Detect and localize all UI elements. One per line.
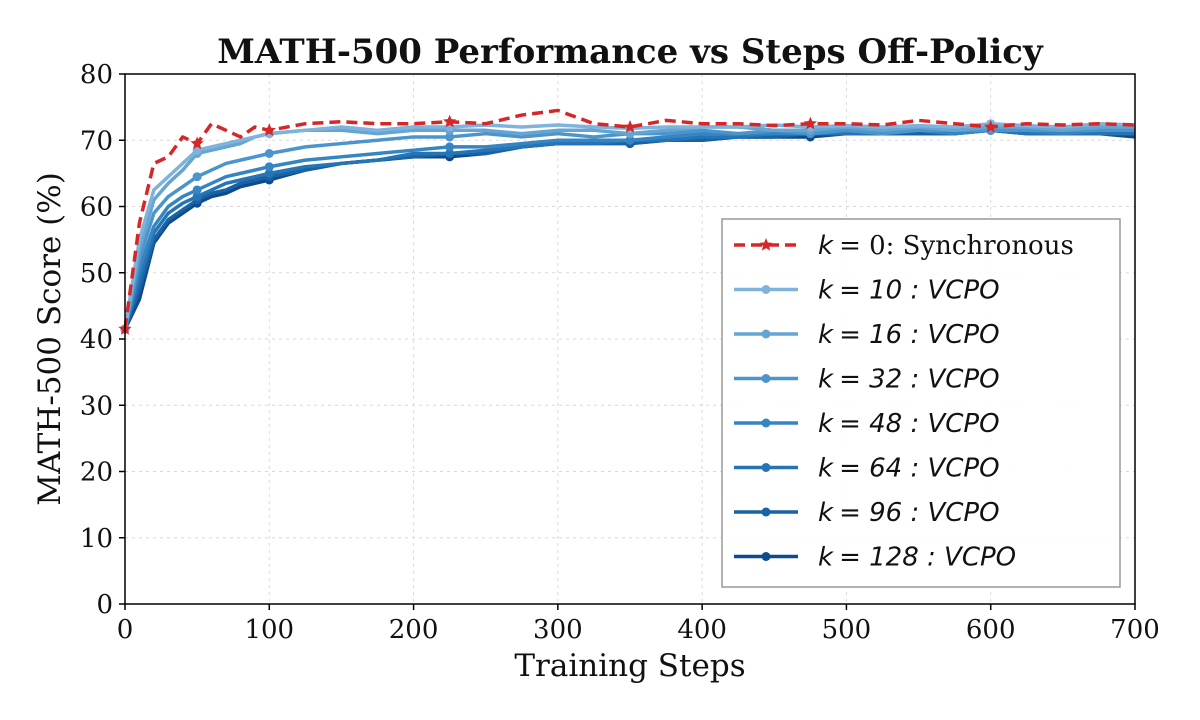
data-point [262,123,276,136]
legend-marker [761,463,771,472]
x-tick-label: 0 [117,615,134,645]
y-tick-label: 70 [80,126,113,156]
legend-label-var: k [818,365,834,395]
legend-label-text: = 64 : VCPO [839,454,1000,484]
series-line [123,108,1136,330]
legend-entry: k = 48 : VCPO [734,409,1000,439]
data-point [264,168,274,178]
data-point [192,185,202,195]
y-tick-label: 20 [80,458,113,488]
legend-entry: k = 96 : VCPO [734,498,1000,528]
x-tick-label: 400 [677,615,727,645]
legend-label-text: = 0: Synchronous [839,231,1074,261]
legend-label-text: = 32 : VCPO [839,365,1000,395]
data-point [625,135,635,145]
legend-label: k = 32 : VCPO [818,365,1000,395]
x-tick-label: 700 [1110,615,1160,645]
y-axis-label: MATH-500 Score (%) [32,172,68,506]
y-tick-label: 0 [96,590,113,620]
data-point [442,114,457,128]
legend-label-var: k [818,543,834,573]
x-tick-label: 200 [389,615,439,645]
series-layer [118,108,1136,335]
legend-entry: k = 64 : VCPO [734,454,1000,484]
y-tick-label: 80 [80,60,113,90]
legend-label-var: k [818,231,834,261]
x-tick-label: 300 [533,615,583,645]
legend-label-var: k [818,409,834,439]
legend-marker [759,238,773,251]
legend-marker [761,552,771,561]
legend-label-text: = 48 : VCPO [839,409,1000,439]
legend-label-text: = 128 : VCPO [839,543,1016,573]
legend-entry: k = 128 : VCPO [734,543,1016,573]
chart-title: MATH-500 Performance vs Steps Off-Policy [217,32,1044,72]
data-point [623,120,637,133]
legend-label-text: = 16 : VCPO [839,320,1000,350]
legend-label: k = 64 : VCPO [818,454,1000,484]
series-group [118,108,1136,335]
legend-marker [761,418,771,428]
legend-marker [761,285,771,294]
x-axis-label: Training Steps [514,648,745,684]
y-tick-label: 40 [80,325,113,355]
legend-label-text: = 10 : VCPO [839,276,1000,306]
data-point [445,149,455,158]
legend-label-var: k [818,320,834,350]
axis-ticks: 0 100 200 300 400 500 600 700 0 10 20 30 40 50 60 70 80 [80,60,1160,645]
legend-entry: k = 10 : VCPO [734,276,1000,306]
legend-marker [761,374,771,383]
legend-label: k = 96 : VCPO [818,498,1000,528]
data-point [264,149,274,158]
legend-label-var: k [818,276,834,306]
data-point [803,116,818,130]
legend-entry: k = 0: Synchronous [734,231,1074,261]
data-point [192,192,202,202]
series-line [123,128,1135,330]
y-tick-label: 10 [80,524,113,554]
series-line [123,121,1136,330]
legend-label-var: k [818,498,834,528]
legend-label: k = 48 : VCPO [818,409,1000,439]
y-tick-label: 60 [80,193,113,223]
legend-label: k = 10 : VCPO [818,276,1000,306]
legend-label-text: = 96 : VCPO [839,498,1000,528]
data-point [984,120,998,133]
legend-frame [721,218,1121,588]
data-point [445,132,455,142]
legend-entry: k = 32 : VCPO [734,365,1000,395]
data-point [264,162,274,172]
x-tick-label: 600 [966,615,1016,645]
x-tick-label: 500 [822,615,872,645]
y-tick-label: 30 [80,391,113,421]
legend-entry: k = 16 : VCPO [734,320,1000,350]
legend-label: k = 128 : VCPO [818,543,1016,573]
series-line [123,125,1135,330]
legend-marker [761,329,771,339]
legend-label: k = 0: Synchronous [818,231,1074,261]
legend-label-var: k [818,454,834,484]
legend-label: k = 16 : VCPO [818,320,1000,350]
legend-marker [761,507,771,517]
y-tick-label: 50 [80,259,113,289]
x-tick-label: 100 [244,615,294,645]
data-point [190,136,204,150]
data-point [445,142,455,152]
data-point [192,172,202,182]
